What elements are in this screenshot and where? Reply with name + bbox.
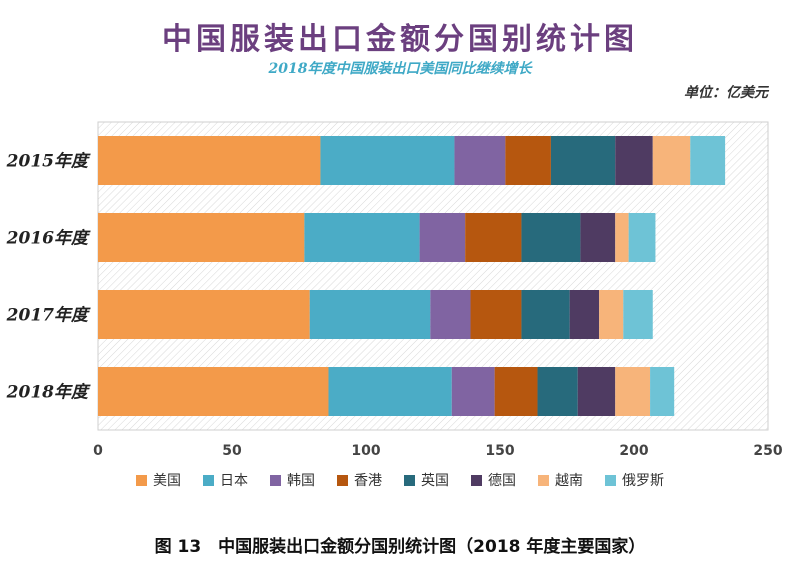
bar-segment-1-0 — [98, 213, 305, 262]
legend-label: 德国 — [488, 473, 516, 489]
bar-segment-1-6 — [615, 213, 629, 262]
bar-segment-3-3 — [494, 367, 538, 416]
bar-segment-1-7 — [628, 213, 656, 262]
bar-segment-0-4 — [550, 136, 616, 185]
bar-segment-1-5 — [580, 213, 616, 262]
legend-item: 德国 — [471, 473, 516, 489]
legend-label: 美国 — [153, 473, 181, 489]
legend-item: 英国 — [404, 472, 449, 489]
bar-segment-0-1 — [320, 136, 455, 185]
bar-segment-2-5 — [569, 290, 600, 339]
bar-segment-1-4 — [521, 213, 581, 262]
legend-label: 英国 — [421, 472, 449, 489]
bar-segment-0-7 — [690, 136, 726, 185]
bar-segment-1-1 — [304, 213, 420, 262]
bar-segment-2-3 — [470, 290, 522, 339]
x-tick-label: 0 — [93, 443, 103, 459]
legend-item: 日本 — [203, 473, 248, 489]
bar-segment-2-4 — [521, 290, 570, 339]
legend-swatch — [605, 475, 616, 486]
bar-segment-0-3 — [505, 136, 551, 185]
chart-title: 中国服装出口金额分国别统计图 — [162, 22, 638, 57]
bar-segment-0-0 — [98, 136, 321, 185]
x-tick-label: 50 — [222, 443, 242, 459]
legend-swatch — [203, 475, 214, 486]
category-label: 2017年度 — [6, 306, 91, 326]
bar-segment-3-4 — [537, 367, 578, 416]
x-tick-label: 150 — [485, 443, 514, 459]
bar-segment-3-7 — [650, 367, 675, 416]
legend-swatch — [471, 475, 482, 486]
x-tick-label: 200 — [619, 443, 648, 459]
legend-label: 韩国 — [287, 473, 315, 489]
legend-label: 日本 — [220, 473, 248, 489]
bar-segment-0-2 — [454, 136, 506, 185]
legend-item: 韩国 — [270, 473, 315, 489]
legend-label: 越南 — [555, 473, 583, 489]
legend-label: 香港 — [354, 473, 382, 489]
bar-segment-1-3 — [465, 213, 522, 262]
legend-swatch — [337, 475, 348, 486]
figure-caption: 图 13 中国服装出口金额分国别统计图（2018 年度主要国家） — [154, 537, 646, 557]
x-tick-label: 100 — [351, 443, 380, 459]
unit-label: 单位：亿美元 — [684, 85, 768, 101]
bar-segment-3-0 — [98, 367, 329, 416]
legend-swatch — [136, 475, 147, 486]
bar-segment-2-6 — [599, 290, 624, 339]
legend-swatch — [404, 475, 415, 486]
bar-segment-0-6 — [652, 136, 691, 185]
category-label: 2018年度 — [6, 383, 91, 403]
legend-swatch — [270, 475, 281, 486]
legend-item: 越南 — [538, 473, 583, 489]
bar-segment-1-2 — [419, 213, 466, 262]
bar-segment-2-2 — [430, 290, 471, 339]
bar-segment-3-1 — [328, 367, 452, 416]
legend-item: 美国 — [136, 473, 181, 489]
legend-label: 俄罗斯 — [622, 473, 664, 489]
bar-segment-3-2 — [451, 367, 495, 416]
category-label: 2015年度 — [6, 152, 91, 172]
bar-segment-3-5 — [577, 367, 616, 416]
legend-item: 香港 — [337, 473, 382, 489]
bar-segment-0-5 — [615, 136, 653, 185]
chart-subtitle: 2018年度中国服装出口美国同比继续增长 — [268, 61, 532, 77]
x-tick-label: 250 — [753, 443, 782, 459]
legend-swatch — [538, 475, 549, 486]
bar-segment-3-6 — [615, 367, 651, 416]
bar-segment-2-1 — [309, 290, 431, 339]
bar-segment-2-0 — [98, 290, 310, 339]
legend-item: 俄罗斯 — [605, 473, 664, 489]
category-label: 2016年度 — [6, 229, 91, 249]
bar-segment-2-7 — [623, 290, 653, 339]
